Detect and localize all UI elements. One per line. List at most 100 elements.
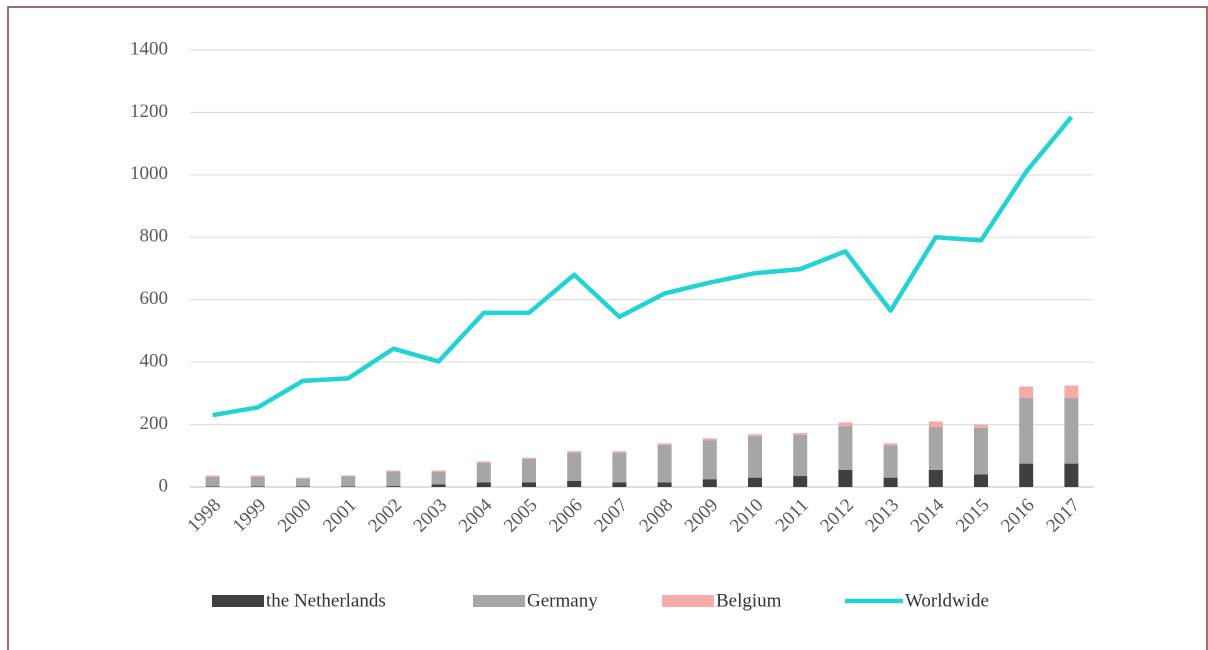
legend-swatch bbox=[212, 595, 264, 607]
bar bbox=[431, 470, 446, 473]
bar bbox=[205, 476, 220, 487]
x-tick-label: 2004 bbox=[455, 494, 497, 536]
bar bbox=[386, 470, 401, 472]
bar bbox=[974, 424, 988, 428]
bar bbox=[1019, 463, 1034, 487]
legend-swatch bbox=[662, 595, 714, 607]
bar bbox=[1064, 385, 1079, 399]
x-tick-label: 2009 bbox=[681, 495, 723, 537]
bar bbox=[702, 479, 717, 487]
bar bbox=[748, 477, 762, 487]
y-tick-label: 400 bbox=[140, 351, 169, 372]
bar bbox=[928, 421, 943, 428]
bar bbox=[928, 427, 943, 470]
y-tick-label: 200 bbox=[140, 413, 169, 434]
x-tick-label: 2003 bbox=[409, 495, 451, 537]
x-tick-label: 2015 bbox=[952, 495, 994, 537]
bar bbox=[341, 475, 356, 477]
bar bbox=[205, 475, 220, 477]
bar bbox=[205, 486, 220, 487]
y-tick-label: 600 bbox=[140, 288, 169, 309]
bar bbox=[612, 482, 627, 487]
bar bbox=[793, 432, 808, 435]
bar bbox=[612, 451, 627, 453]
bar bbox=[341, 476, 356, 487]
bar bbox=[522, 458, 536, 483]
legend-label: Worldwide bbox=[905, 590, 989, 611]
legend-swatch bbox=[473, 595, 525, 607]
y-tick-label: 1200 bbox=[130, 101, 168, 122]
bar bbox=[1019, 386, 1034, 399]
bar bbox=[431, 472, 446, 485]
bar bbox=[1019, 398, 1034, 464]
x-tick-label: 2017 bbox=[1042, 495, 1084, 537]
bar bbox=[476, 482, 491, 487]
legend-label: Germany bbox=[527, 590, 598, 611]
x-tick-label: 2012 bbox=[816, 495, 858, 537]
x-tick-label: 2016 bbox=[997, 495, 1039, 537]
y-tick-label: 0 bbox=[159, 475, 169, 496]
bar bbox=[838, 422, 853, 427]
bar bbox=[838, 469, 853, 487]
bar bbox=[883, 443, 898, 446]
x-tick-label: 2005 bbox=[500, 495, 542, 537]
bar bbox=[793, 476, 808, 487]
bar bbox=[250, 486, 265, 487]
y-tick-label: 1400 bbox=[130, 38, 168, 59]
bar bbox=[522, 482, 536, 487]
x-tick-label: 2000 bbox=[274, 495, 316, 537]
x-tick-label: 1999 bbox=[229, 495, 271, 537]
bar bbox=[567, 452, 582, 481]
x-tick-label: 2013 bbox=[861, 495, 903, 537]
bar bbox=[883, 445, 898, 478]
bar bbox=[702, 438, 717, 441]
x-tick-label: 2006 bbox=[545, 495, 587, 537]
bar bbox=[522, 457, 536, 459]
bar bbox=[657, 444, 672, 483]
bar bbox=[748, 434, 762, 437]
bar bbox=[386, 471, 401, 487]
legend-label: the Netherlands bbox=[266, 590, 386, 611]
bar bbox=[883, 477, 898, 487]
bar bbox=[974, 474, 988, 487]
bar bbox=[1064, 398, 1079, 464]
bar bbox=[250, 475, 265, 477]
x-tick-label: 2008 bbox=[635, 495, 677, 537]
bar bbox=[838, 426, 853, 470]
bar bbox=[296, 477, 310, 479]
bar bbox=[476, 462, 491, 483]
bar bbox=[341, 486, 356, 487]
bar bbox=[296, 478, 310, 487]
bar bbox=[612, 452, 627, 483]
bar bbox=[431, 484, 446, 487]
frame bbox=[7, 6, 1208, 650]
bar bbox=[476, 461, 491, 463]
legend: the Netherlands Germany Belgium Worldwide bbox=[212, 590, 989, 611]
bar bbox=[1064, 463, 1079, 487]
x-tick-label: 2002 bbox=[364, 495, 406, 537]
legend-label: Belgium bbox=[716, 590, 782, 611]
bar bbox=[567, 451, 582, 453]
bar bbox=[250, 476, 265, 487]
bar bbox=[386, 486, 401, 487]
bar bbox=[702, 440, 717, 480]
bar bbox=[793, 434, 808, 477]
bar bbox=[657, 482, 672, 487]
x-tick-label: 1998 bbox=[183, 495, 225, 537]
x-tick-label: 2001 bbox=[319, 495, 361, 537]
y-tick-label: 1000 bbox=[130, 163, 168, 184]
bar bbox=[567, 480, 582, 487]
bar bbox=[748, 436, 762, 478]
bar bbox=[296, 486, 310, 487]
x-tick-label: 2010 bbox=[726, 495, 768, 537]
y-tick-label: 800 bbox=[140, 226, 169, 247]
x-tick-label: 2007 bbox=[590, 495, 632, 537]
x-tick-label: 2014 bbox=[907, 494, 949, 536]
x-tick-label: 2011 bbox=[772, 495, 813, 536]
bar bbox=[974, 427, 988, 475]
bar bbox=[657, 443, 672, 445]
bar bbox=[928, 469, 943, 487]
line-series bbox=[212, 115, 1074, 418]
